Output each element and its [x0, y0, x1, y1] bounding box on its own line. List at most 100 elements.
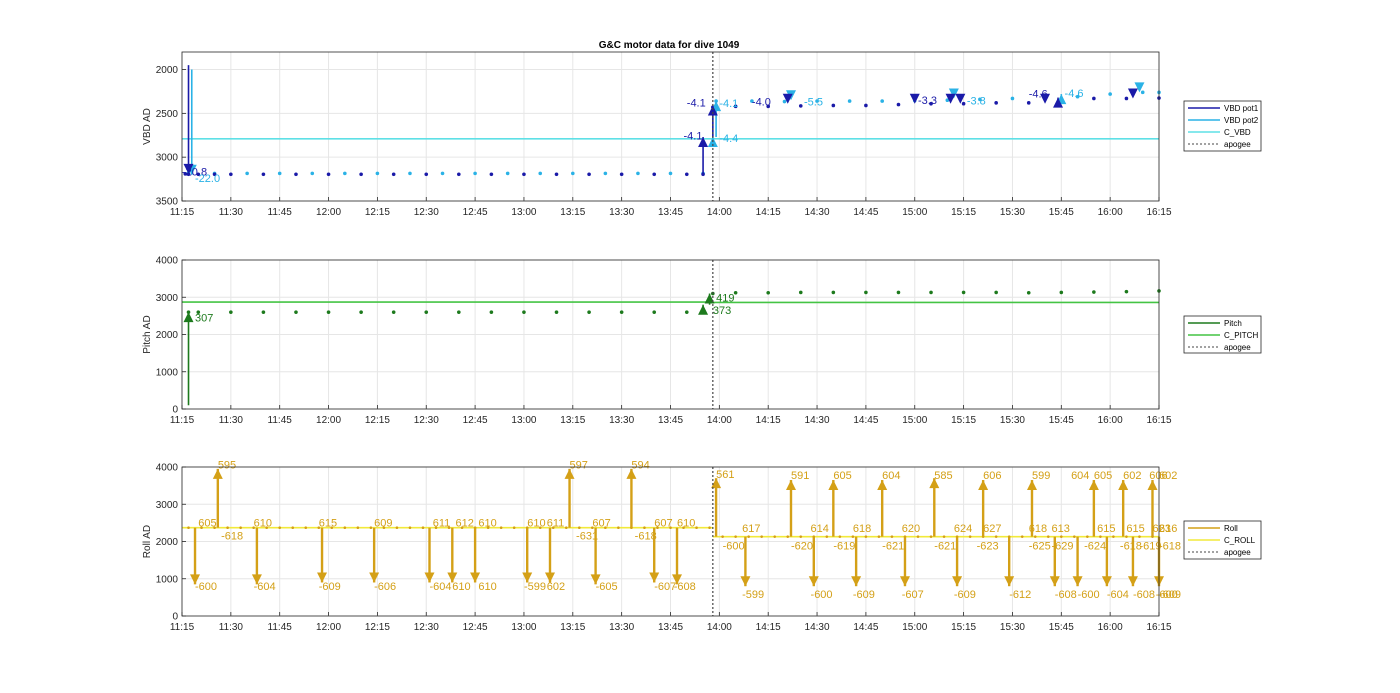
roll-point	[187, 526, 190, 530]
roll-point	[1099, 535, 1102, 538]
x-tick-label: 12:15	[365, 415, 390, 426]
vbd-pot2-point	[571, 171, 575, 176]
pitch-point	[864, 290, 868, 295]
vbd-pot1-point	[766, 104, 770, 109]
roll-point	[760, 535, 763, 538]
vbd-pot1-point	[896, 102, 901, 107]
x-tick-label: 15:30	[1000, 622, 1025, 633]
legend-label: apogee	[1224, 548, 1251, 557]
x-tick-label: 13:30	[609, 207, 634, 218]
x-tick-label: 13:00	[511, 415, 536, 426]
x-tick-label: 13:45	[658, 622, 683, 633]
roll-annotation: 602	[547, 581, 565, 593]
pitch-event-head	[183, 312, 194, 323]
vbd-pot1-point	[326, 172, 331, 177]
vbd-pot1-point	[391, 172, 396, 177]
roll-point	[1086, 535, 1089, 538]
pitch-point	[522, 310, 526, 314]
vbd-pot1-point	[457, 172, 461, 177]
x-tick-label: 12:00	[316, 415, 341, 426]
x-tick-label: 12:45	[463, 415, 488, 426]
y-tick-label: 3000	[156, 153, 179, 164]
pitch-point	[1124, 289, 1129, 294]
vbd-pot1-point	[554, 172, 559, 177]
x-tick-label: 14:15	[756, 622, 781, 633]
x-tick-label: 12:15	[365, 622, 390, 633]
roll-point	[213, 526, 216, 530]
roll-annotation: -605	[596, 581, 618, 593]
vbd-pot2-point	[277, 171, 282, 176]
vbd-pot1-event-head	[945, 93, 956, 104]
roll-pulse-head	[522, 572, 533, 583]
roll-annotation: 623	[1152, 523, 1170, 535]
roll-annotation: 615	[1097, 523, 1115, 535]
roll-pulse-head	[1026, 480, 1037, 491]
roll-pulse-head	[649, 572, 660, 583]
roll-point	[994, 535, 998, 538]
roll-annotation: 616	[1159, 523, 1177, 535]
vbd-pot2-point	[1140, 90, 1145, 95]
y-tick-label: 3500	[156, 197, 179, 208]
y-tick-label: 1000	[156, 367, 179, 378]
roll-pulse-head	[785, 480, 796, 491]
roll-annotation: 607	[592, 518, 610, 530]
x-tick-label: 14:15	[756, 207, 781, 218]
x-tick-label: 14:30	[805, 207, 830, 218]
roll-point	[890, 535, 894, 538]
x-tick-label: 14:00	[707, 207, 732, 218]
vbd-pot2-point	[847, 99, 852, 103]
roll-pulse-head	[212, 468, 223, 479]
roll-annotation: -629	[1052, 541, 1074, 553]
roll-point	[747, 535, 750, 538]
roll-point	[942, 535, 946, 538]
roll-annotation: -600	[723, 541, 745, 553]
roll-point	[265, 526, 268, 530]
roll-pulse-head	[808, 576, 819, 587]
vbd-annotation: -20.8	[182, 167, 207, 179]
vbd-pot2-event-head	[948, 88, 959, 99]
roll-annotation: 613	[1052, 523, 1070, 535]
roll-annotation: 617	[742, 523, 760, 535]
pitch-point	[684, 310, 689, 314]
pitch-point	[652, 310, 657, 314]
y-tick-label: 4000	[156, 256, 179, 267]
vbd-pot1-event-head	[909, 93, 920, 104]
x-tick-label: 11:15	[170, 207, 195, 218]
vbd-pot1-point	[798, 104, 803, 108]
roll-annotation: -608	[1055, 589, 1077, 601]
vbd-pot1-point	[1092, 96, 1096, 101]
roll-point	[1125, 535, 1128, 538]
roll-point	[591, 526, 594, 530]
roll-pulse-head	[251, 574, 262, 585]
x-tick-label: 14:30	[805, 622, 830, 633]
legend-label: Pitch	[1224, 319, 1242, 328]
pitch-point	[798, 290, 803, 295]
roll-point	[291, 526, 295, 530]
roll-point	[643, 526, 646, 530]
pitch-point	[896, 290, 901, 295]
roll-annotation: 618	[853, 523, 871, 535]
roll-annotation: -599	[742, 589, 764, 601]
roll-pulse-head	[1049, 576, 1060, 587]
roll-pulse-head	[1147, 480, 1158, 491]
roll-point	[669, 526, 672, 530]
roll-pulse-head	[1088, 480, 1099, 491]
x-tick-label: 11:45	[268, 622, 293, 633]
roll-annotation: 610	[452, 581, 470, 593]
vbd-pot2-event-head	[1134, 82, 1145, 93]
roll-annotation: -619	[833, 541, 855, 553]
roll-annotation: -623	[977, 541, 999, 553]
x-tick-label: 16:15	[1146, 415, 1171, 426]
vbd-annotation: -3.3	[918, 95, 937, 107]
roll-annotation: 591	[791, 470, 809, 482]
roll-annotation: 610	[254, 518, 272, 530]
roll-point	[330, 526, 334, 530]
panel-2: 11:15 11:30 11:45 12:00 12:15 12:30 12:45 13:00…	[142, 256, 1262, 426]
roll-annotation: 611	[433, 518, 451, 530]
roll-pulse-head	[470, 572, 481, 583]
x-tick-label: 12:00	[316, 207, 341, 218]
roll-point	[408, 526, 412, 530]
pitch-point	[326, 310, 331, 314]
x-tick-label: 14:00	[707, 415, 732, 426]
roll-point	[968, 535, 972, 538]
